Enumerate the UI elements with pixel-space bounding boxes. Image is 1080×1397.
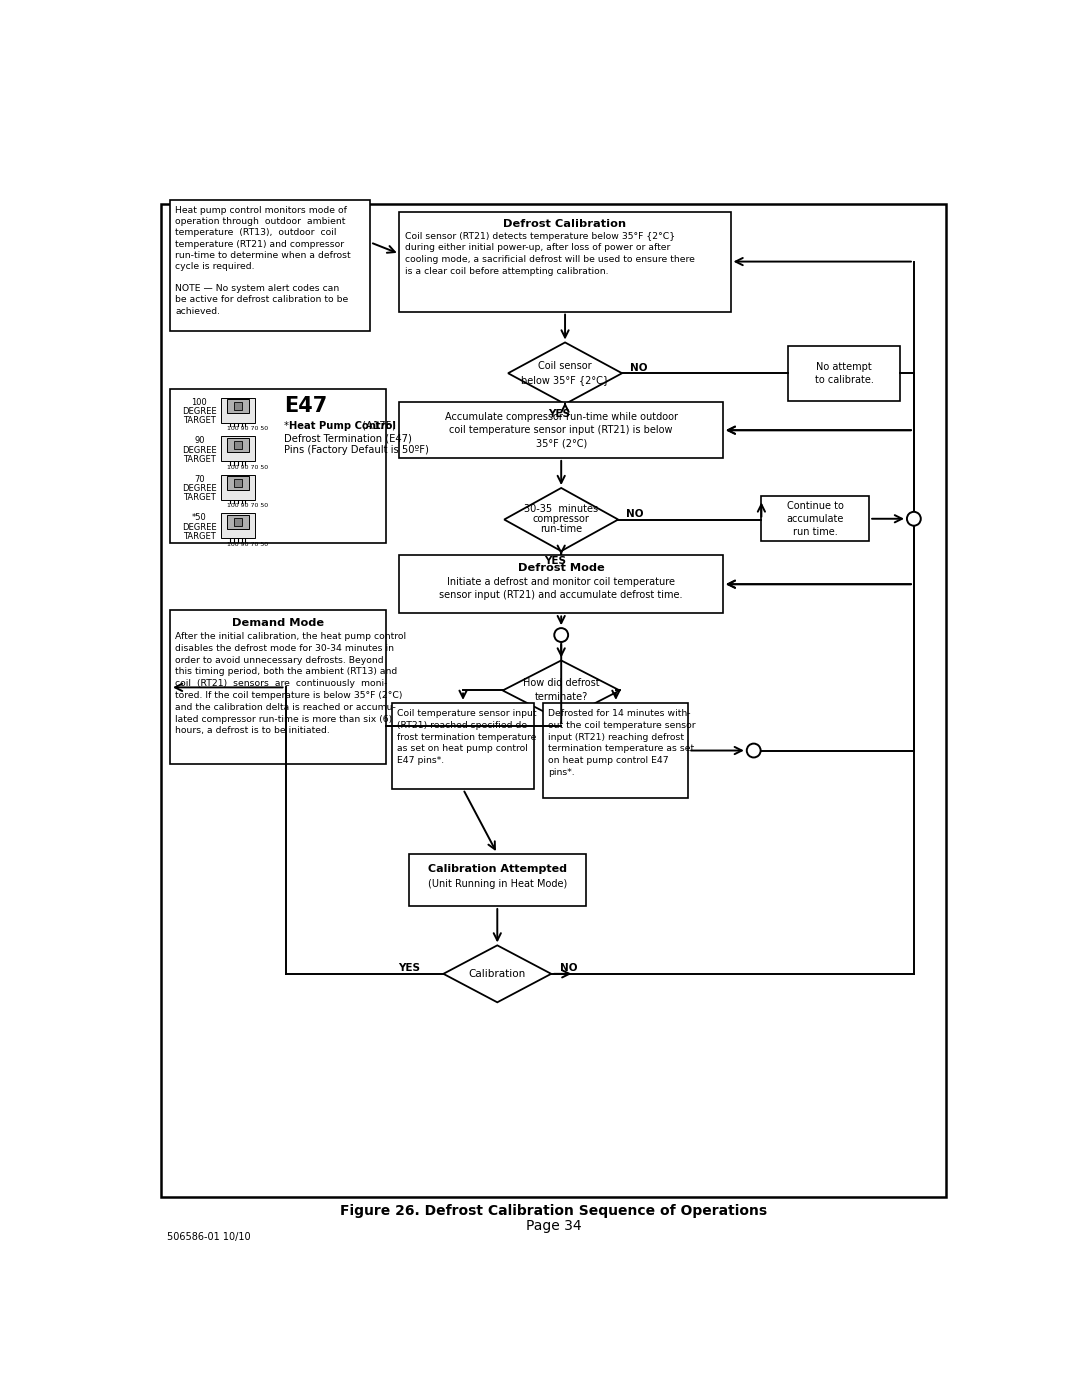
FancyBboxPatch shape — [234, 402, 242, 411]
Polygon shape — [504, 488, 618, 550]
Text: After the initial calibration, the heat pump control
disables the defrost mode f: After the initial calibration, the heat … — [175, 631, 406, 735]
Text: temperature (RT21) and compressor: temperature (RT21) and compressor — [175, 240, 345, 249]
Text: Figure 26. Defrost Calibration Sequence of Operations: Figure 26. Defrost Calibration Sequence … — [340, 1204, 767, 1218]
Text: NO: NO — [626, 509, 644, 520]
FancyBboxPatch shape — [227, 476, 248, 490]
FancyBboxPatch shape — [220, 475, 255, 500]
Text: cycle is required.: cycle is required. — [175, 263, 255, 271]
Text: NO: NO — [561, 963, 578, 972]
FancyBboxPatch shape — [170, 388, 386, 542]
FancyBboxPatch shape — [227, 400, 248, 414]
Text: (Unit Running in Heat Mode): (Unit Running in Heat Mode) — [428, 879, 567, 888]
Text: 100 90 70 50: 100 90 70 50 — [227, 503, 268, 509]
Polygon shape — [508, 342, 622, 404]
Text: run-time: run-time — [540, 524, 582, 534]
Text: Defrost Termination (E47): Defrost Termination (E47) — [284, 433, 411, 443]
Text: TARGET: TARGET — [183, 416, 216, 425]
Text: 100: 100 — [191, 398, 207, 407]
Text: DEGREE: DEGREE — [183, 522, 217, 532]
FancyBboxPatch shape — [761, 496, 869, 541]
Text: How did defrost: How did defrost — [523, 678, 599, 687]
FancyBboxPatch shape — [220, 398, 255, 422]
Text: Initiate a defrost and monitor coil temperature
sensor input (RT21) and accumula: Initiate a defrost and monitor coil temp… — [440, 577, 683, 601]
Text: 70: 70 — [194, 475, 204, 483]
Text: be active for defrost calibration to be: be active for defrost calibration to be — [175, 295, 349, 305]
Text: run-time to determine when a defrost: run-time to determine when a defrost — [175, 251, 351, 260]
Text: *: * — [284, 420, 289, 430]
Text: 30-35  minutes: 30-35 minutes — [524, 504, 598, 514]
Text: DEGREE: DEGREE — [183, 446, 217, 454]
Text: (A175): (A175) — [360, 420, 396, 430]
Text: Accumulate compressor run-time while outdoor
coil temperature sensor input (RT21: Accumulate compressor run-time while out… — [445, 412, 678, 448]
Text: Pins (Factory Default is 50ºF): Pins (Factory Default is 50ºF) — [284, 444, 429, 455]
Text: compressor: compressor — [532, 514, 590, 524]
FancyBboxPatch shape — [234, 441, 242, 448]
FancyBboxPatch shape — [220, 513, 255, 538]
FancyBboxPatch shape — [170, 200, 370, 331]
FancyBboxPatch shape — [234, 479, 242, 488]
Text: Calibration Attempted: Calibration Attempted — [428, 865, 567, 875]
Text: Defrost Mode: Defrost Mode — [517, 563, 605, 573]
FancyBboxPatch shape — [170, 610, 386, 764]
Polygon shape — [502, 661, 620, 721]
FancyBboxPatch shape — [400, 402, 723, 458]
Text: Coil sensor (RT21) detects temperature below 35°F {2°C}
during either initial po: Coil sensor (RT21) detects temperature b… — [405, 232, 694, 277]
Text: operation through  outdoor  ambient: operation through outdoor ambient — [175, 218, 346, 226]
Text: No attempt
to calibrate.: No attempt to calibrate. — [814, 362, 874, 384]
Text: E47: E47 — [284, 397, 327, 416]
Text: 90: 90 — [194, 436, 204, 446]
Text: Coil temperature sensor input
(RT21) reached specified de-
frost termination tem: Coil temperature sensor input (RT21) rea… — [397, 708, 537, 766]
Text: TARGET: TARGET — [183, 532, 216, 541]
FancyBboxPatch shape — [220, 436, 255, 461]
Circle shape — [554, 629, 568, 643]
FancyBboxPatch shape — [400, 555, 723, 613]
Text: NO: NO — [630, 363, 647, 373]
Text: YES: YES — [548, 409, 570, 419]
Text: DEGREE: DEGREE — [183, 485, 217, 493]
FancyBboxPatch shape — [234, 518, 242, 525]
Circle shape — [907, 511, 921, 525]
Text: Demand Mode: Demand Mode — [232, 617, 324, 629]
Text: below 35°F {2°C}: below 35°F {2°C} — [521, 376, 609, 386]
Text: NOTE — No system alert codes can: NOTE — No system alert codes can — [175, 285, 340, 293]
FancyBboxPatch shape — [227, 515, 248, 529]
Text: YES: YES — [544, 556, 566, 566]
FancyBboxPatch shape — [543, 703, 688, 798]
Circle shape — [746, 743, 760, 757]
Text: Heat Pump Control: Heat Pump Control — [288, 420, 395, 430]
Text: terminate?: terminate? — [535, 693, 588, 703]
Text: Heat pump control monitors mode of: Heat pump control monitors mode of — [175, 207, 348, 215]
Text: achieved.: achieved. — [175, 306, 220, 316]
Text: 100 90 70 50: 100 90 70 50 — [227, 542, 268, 546]
Text: Defrost Calibration: Defrost Calibration — [503, 219, 626, 229]
Text: *50: *50 — [192, 513, 206, 522]
Text: YES: YES — [399, 963, 420, 972]
Text: DEGREE: DEGREE — [183, 407, 217, 416]
Text: TARGET: TARGET — [183, 455, 216, 464]
FancyBboxPatch shape — [400, 211, 730, 312]
FancyBboxPatch shape — [161, 204, 946, 1197]
Text: TARGET: TARGET — [183, 493, 216, 503]
Text: temperature  (RT13),  outdoor  coil: temperature (RT13), outdoor coil — [175, 229, 337, 237]
Text: 100 90 70 50: 100 90 70 50 — [227, 426, 268, 432]
Text: Coil sensor: Coil sensor — [538, 360, 592, 370]
Text: Defrosted for 14 minutes with-
out the coil temperature sensor
input (RT21) reac: Defrosted for 14 minutes with- out the c… — [549, 708, 696, 777]
FancyBboxPatch shape — [408, 854, 585, 907]
Text: 506586-01 10/10: 506586-01 10/10 — [167, 1232, 251, 1242]
Text: 100 90 70 50: 100 90 70 50 — [227, 465, 268, 469]
FancyBboxPatch shape — [227, 437, 248, 451]
Text: Page 34: Page 34 — [526, 1220, 581, 1234]
Text: Calibration: Calibration — [469, 970, 526, 979]
Polygon shape — [444, 946, 551, 1002]
FancyBboxPatch shape — [788, 345, 900, 401]
FancyBboxPatch shape — [392, 703, 535, 789]
Text: Continue to
accumulate
run time.: Continue to accumulate run time. — [786, 500, 843, 536]
